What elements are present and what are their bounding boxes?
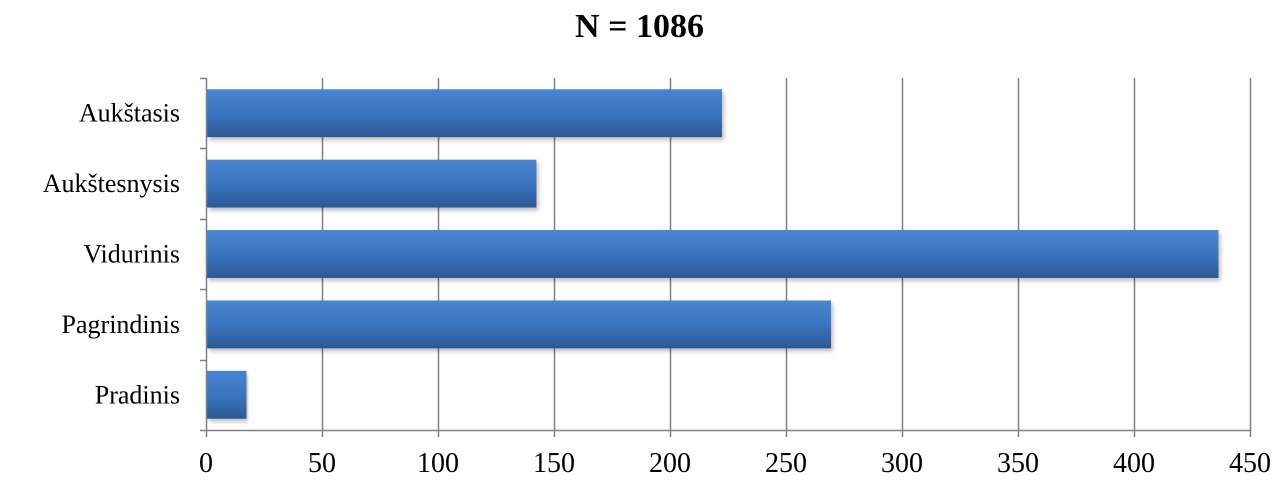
bars [207,89,1219,419]
x-tick-label: 150 [533,448,575,479]
chart-title: N = 1086 [575,8,704,45]
bar-5 [207,370,247,419]
x-tick-label: 250 [765,448,807,479]
bar-1 [207,89,723,138]
axes [200,77,1252,437]
category-label: Pradinis [95,380,180,409]
x-tick-label: 350 [997,448,1039,479]
category-label: Pagrindinis [62,310,180,339]
bar-4 [207,300,832,349]
x-tick-label: 400 [1113,448,1155,479]
x-tick-label: 100 [417,448,459,479]
x-tick-label: 200 [649,448,691,479]
bar-3 [207,230,1219,278]
x-tick-label: 450 [1229,448,1271,479]
category-label: Aukštesnysis [43,169,180,198]
category-label: Vidurinis [83,240,180,269]
category-label: Aukštasis [79,99,180,128]
x-tick-label: 300 [881,448,923,479]
x-tick-label: 0 [199,448,213,479]
tick-labels: Aukštasis Aukštesnysis Vidurinis Pagrindini… [43,99,1271,479]
x-tick-label: 50 [308,448,336,479]
bar-2 [207,159,537,208]
